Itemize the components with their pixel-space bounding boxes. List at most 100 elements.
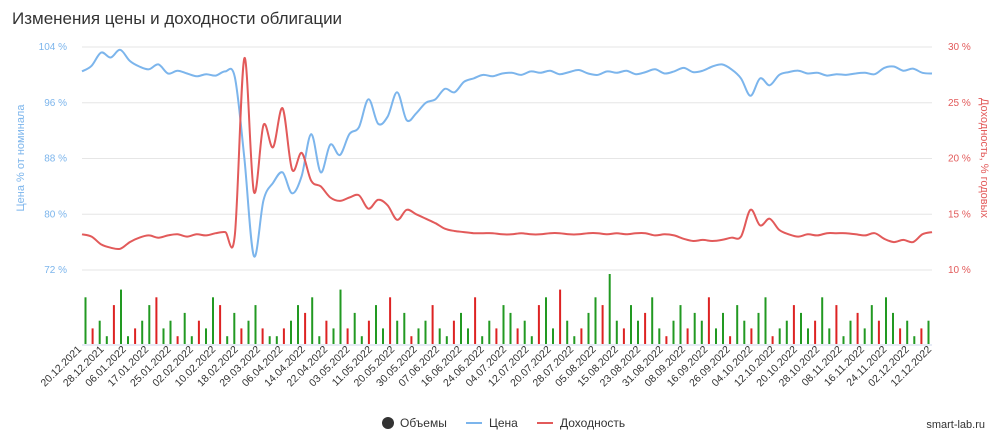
- volume-bar: [197, 320, 200, 344]
- volume-bar: [899, 328, 902, 344]
- volume-bar: [566, 320, 569, 344]
- volume-bar: [814, 320, 817, 344]
- y-right-tick-label: 20 %: [948, 154, 971, 165]
- volume-bar: [148, 305, 151, 344]
- volume-bar: [637, 320, 639, 344]
- y-right-tick-label: 25 %: [948, 98, 971, 109]
- volume-bar: [885, 297, 887, 344]
- volume-bar: [233, 312, 236, 344]
- volume-bar: [764, 297, 767, 344]
- volume-bar: [339, 289, 342, 344]
- volume-bar: [644, 312, 647, 344]
- volume-bar: [771, 336, 774, 344]
- volume-bar: [325, 320, 328, 344]
- volume-bar: [474, 297, 477, 344]
- volume-bar: [800, 312, 802, 344]
- volume-bar: [523, 320, 526, 344]
- volume-bar: [304, 312, 307, 344]
- volume-bar: [573, 336, 576, 344]
- volume-bar: [247, 320, 250, 344]
- volume-bar: [318, 336, 321, 344]
- volume-bar: [360, 336, 363, 344]
- volume-bar: [722, 312, 724, 344]
- y-right-tick-label: 15 %: [948, 209, 971, 220]
- volume-bar: [396, 320, 399, 344]
- volume-bar: [743, 320, 746, 344]
- volume-bar: [686, 328, 689, 344]
- volume-bar: [693, 312, 696, 344]
- y-right-tick-label: 10 %: [948, 265, 971, 276]
- volume-bar: [141, 320, 144, 344]
- volume-bar: [545, 297, 547, 344]
- volume-bar: [785, 320, 788, 344]
- volume-bar: [332, 328, 335, 344]
- volume-bar: [757, 312, 760, 344]
- volume-bar: [594, 297, 597, 344]
- volume-bar: [84, 297, 87, 344]
- volume-bar: [460, 312, 462, 344]
- volume-bar: [488, 320, 491, 344]
- volume-bar: [438, 328, 441, 344]
- legend-item-volumes[interactable]: Объемы: [382, 416, 447, 430]
- volume-bar: [254, 305, 257, 344]
- legend-item-price[interactable]: Цена: [466, 416, 518, 430]
- volume-bar: [98, 320, 101, 344]
- y-left-tick-label: 96 %: [44, 98, 67, 109]
- volume-bar: [580, 328, 583, 344]
- volume-bar: [205, 328, 207, 344]
- volume-bar: [212, 297, 214, 344]
- volume-bar: [240, 328, 243, 344]
- volume-bar: [870, 305, 873, 344]
- volume-bar: [120, 289, 122, 344]
- volume-bar: [665, 336, 668, 344]
- volume-bar: [417, 328, 420, 344]
- volume-bar: [290, 320, 292, 344]
- volume-bar: [91, 328, 94, 344]
- volume-bar: [452, 320, 455, 344]
- volume-bar: [537, 305, 540, 344]
- volume-bar: [268, 336, 271, 344]
- right-axis-title: Доходность, % годовых: [978, 98, 990, 219]
- volume-bar: [658, 328, 661, 344]
- credit-text[interactable]: smart-lab.ru: [926, 419, 985, 431]
- x-axis-ticks: 20.12.202128.12.202106.01.202217.01.2022…: [38, 344, 934, 390]
- volume-bar: [927, 320, 930, 344]
- volume-bar: [863, 328, 866, 344]
- volume-bar: [282, 328, 285, 344]
- volume-bar: [403, 312, 406, 344]
- volume-bar: [630, 305, 632, 344]
- volume-bar: [892, 312, 894, 344]
- volume-bar: [856, 312, 859, 344]
- volume-bar: [502, 305, 505, 344]
- y-left-tick-label: 72 %: [44, 265, 67, 276]
- volume-bar: [226, 336, 229, 344]
- volume-bar: [906, 320, 909, 344]
- volume-bar: [183, 312, 186, 344]
- volume-bar: [311, 297, 314, 344]
- volume-bar: [601, 305, 604, 344]
- volume-bar: [275, 336, 278, 344]
- volume-bar: [105, 336, 108, 344]
- gridlines: [82, 46, 932, 271]
- volume-bar: [353, 312, 356, 344]
- volume-bar: [346, 328, 349, 344]
- volume-bar: [410, 336, 413, 344]
- volume-bar: [382, 328, 384, 344]
- volume-bar: [920, 328, 923, 344]
- volume-bar: [807, 328, 809, 344]
- volume-bar: [169, 320, 172, 344]
- series-line-yield: [81, 57, 933, 251]
- legend-item-yield[interactable]: Доходность: [537, 416, 625, 430]
- left-axis-title: Цена % от номинала: [15, 104, 27, 212]
- volume-bar: [679, 305, 682, 344]
- volume-bar: [445, 336, 448, 344]
- left-axis-ticks: 72 % 80 % 88 % 96 % 104 %: [39, 42, 67, 276]
- volume-bar: [792, 305, 795, 344]
- legend-symbol-volumes: [382, 417, 394, 429]
- volume-bar: [828, 328, 831, 344]
- volume-bar: [134, 328, 137, 344]
- volume-bar: [389, 297, 392, 344]
- volume-bar: [530, 336, 533, 344]
- volume-bar: [877, 320, 880, 344]
